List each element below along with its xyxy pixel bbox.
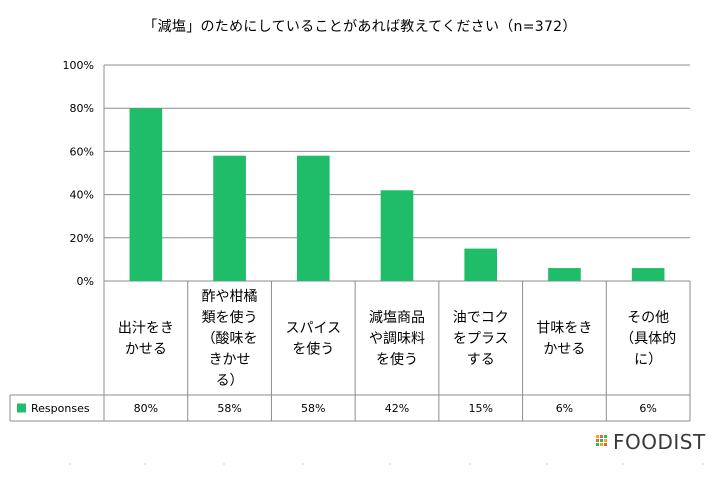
legend-swatch <box>17 403 26 413</box>
category-label: （具体的 <box>620 331 676 347</box>
data-label: 58% <box>301 402 325 415</box>
category-label: かせる <box>125 342 167 358</box>
category-label: に） <box>634 352 662 368</box>
logo-dot <box>596 435 599 438</box>
category-label: る） <box>216 373 244 389</box>
category-label: や調味料 <box>369 331 425 347</box>
data-label: 42% <box>385 402 409 415</box>
category-label: を使う <box>292 341 334 358</box>
category-label: を使う <box>376 351 418 368</box>
y-tick-label: 0% <box>77 275 94 288</box>
data-label: 6% <box>639 402 656 415</box>
category-label: 酢や柑橘 <box>202 289 258 305</box>
y-tick-label: 20% <box>70 232 94 245</box>
category-label: をプラス <box>453 331 509 347</box>
data-label: 15% <box>468 402 492 415</box>
category-label: 出汁をき <box>118 321 174 337</box>
category-label: （酸味を <box>202 331 258 347</box>
bar <box>296 155 330 281</box>
category-label: 類を使う <box>202 309 258 326</box>
bar <box>380 190 414 281</box>
logo-dot <box>600 435 603 438</box>
y-tick-label: 60% <box>70 145 94 158</box>
data-label: 6% <box>556 402 573 415</box>
bar <box>213 155 246 281</box>
logo-dot <box>604 443 607 446</box>
logo-dot <box>604 435 607 438</box>
legend-label: Responses <box>31 402 90 415</box>
category-label: する <box>467 352 495 368</box>
category-label: その他 <box>627 310 669 326</box>
category-label: 減塩商品 <box>369 309 425 326</box>
logo-dot <box>600 443 603 446</box>
logo-dot <box>596 443 599 446</box>
y-tick-label: 80% <box>70 102 94 115</box>
category-label: かせる <box>543 342 585 358</box>
logo-dot <box>604 439 607 442</box>
logo-wordmark: FOODIST <box>613 430 706 454</box>
y-tick-label: 40% <box>70 189 94 202</box>
category-label: きかせ <box>209 352 251 368</box>
data-label: 80% <box>134 402 158 415</box>
bar <box>129 108 163 281</box>
chart-title: 「減塩」のためにしていることがあれば教えてください（n=372） <box>143 19 577 35</box>
logo-dot <box>600 439 603 442</box>
category-label: スパイス <box>285 321 341 337</box>
category-label: 甘味をき <box>536 321 592 337</box>
logo-dot <box>596 439 599 442</box>
category-label: 油でコク <box>453 310 509 326</box>
y-tick-label: 100% <box>63 59 94 72</box>
data-label: 58% <box>217 402 241 415</box>
bar <box>548 268 581 281</box>
bar <box>631 268 665 281</box>
bar <box>464 248 498 281</box>
